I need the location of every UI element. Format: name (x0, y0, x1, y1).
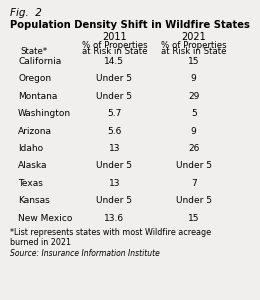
Text: Oregon: Oregon (18, 74, 51, 83)
Text: Under 5: Under 5 (176, 161, 212, 170)
Text: 13: 13 (109, 179, 120, 188)
Text: 15: 15 (188, 57, 199, 66)
Text: Washington: Washington (18, 109, 71, 118)
Text: 13: 13 (109, 144, 120, 153)
Text: 29: 29 (188, 92, 199, 101)
Text: 7: 7 (191, 179, 197, 188)
Text: Alaska: Alaska (18, 161, 48, 170)
Text: 2021: 2021 (181, 32, 206, 41)
Text: at Risk in State: at Risk in State (82, 46, 147, 56)
Text: Under 5: Under 5 (176, 196, 212, 205)
Text: 15: 15 (188, 214, 199, 223)
Text: 5.6: 5.6 (107, 127, 122, 136)
Text: 26: 26 (188, 144, 199, 153)
Text: Arizona: Arizona (18, 127, 52, 136)
Text: 9: 9 (191, 74, 197, 83)
Text: California: California (18, 57, 61, 66)
Text: State*: State* (20, 46, 47, 56)
Text: % of Properties: % of Properties (82, 40, 147, 50)
Text: 2011: 2011 (102, 32, 127, 41)
Text: Population Density Shift in Wildfire States: Population Density Shift in Wildfire Sta… (10, 20, 250, 29)
Text: Fig.  2: Fig. 2 (10, 8, 42, 17)
Text: Under 5: Under 5 (96, 74, 132, 83)
Text: % of Properties: % of Properties (161, 40, 226, 50)
Text: 9: 9 (191, 127, 197, 136)
Text: *List represents states with most Wildfire acreage
burned in 2021: *List represents states with most Wildfi… (10, 228, 212, 248)
Text: Under 5: Under 5 (96, 161, 132, 170)
Text: Idaho: Idaho (18, 144, 43, 153)
Text: Under 5: Under 5 (96, 196, 132, 205)
Text: 5.7: 5.7 (107, 109, 122, 118)
Text: at Risk in State: at Risk in State (161, 46, 226, 56)
Text: 5: 5 (191, 109, 197, 118)
Text: Montana: Montana (18, 92, 57, 101)
Text: Texas: Texas (18, 179, 43, 188)
Text: Kansas: Kansas (18, 196, 50, 205)
Text: Source: Insurance Information Institute: Source: Insurance Information Institute (10, 249, 160, 258)
Text: 13.6: 13.6 (104, 214, 125, 223)
Text: 14.5: 14.5 (105, 57, 124, 66)
Text: New Mexico: New Mexico (18, 214, 73, 223)
Text: Under 5: Under 5 (96, 92, 132, 101)
